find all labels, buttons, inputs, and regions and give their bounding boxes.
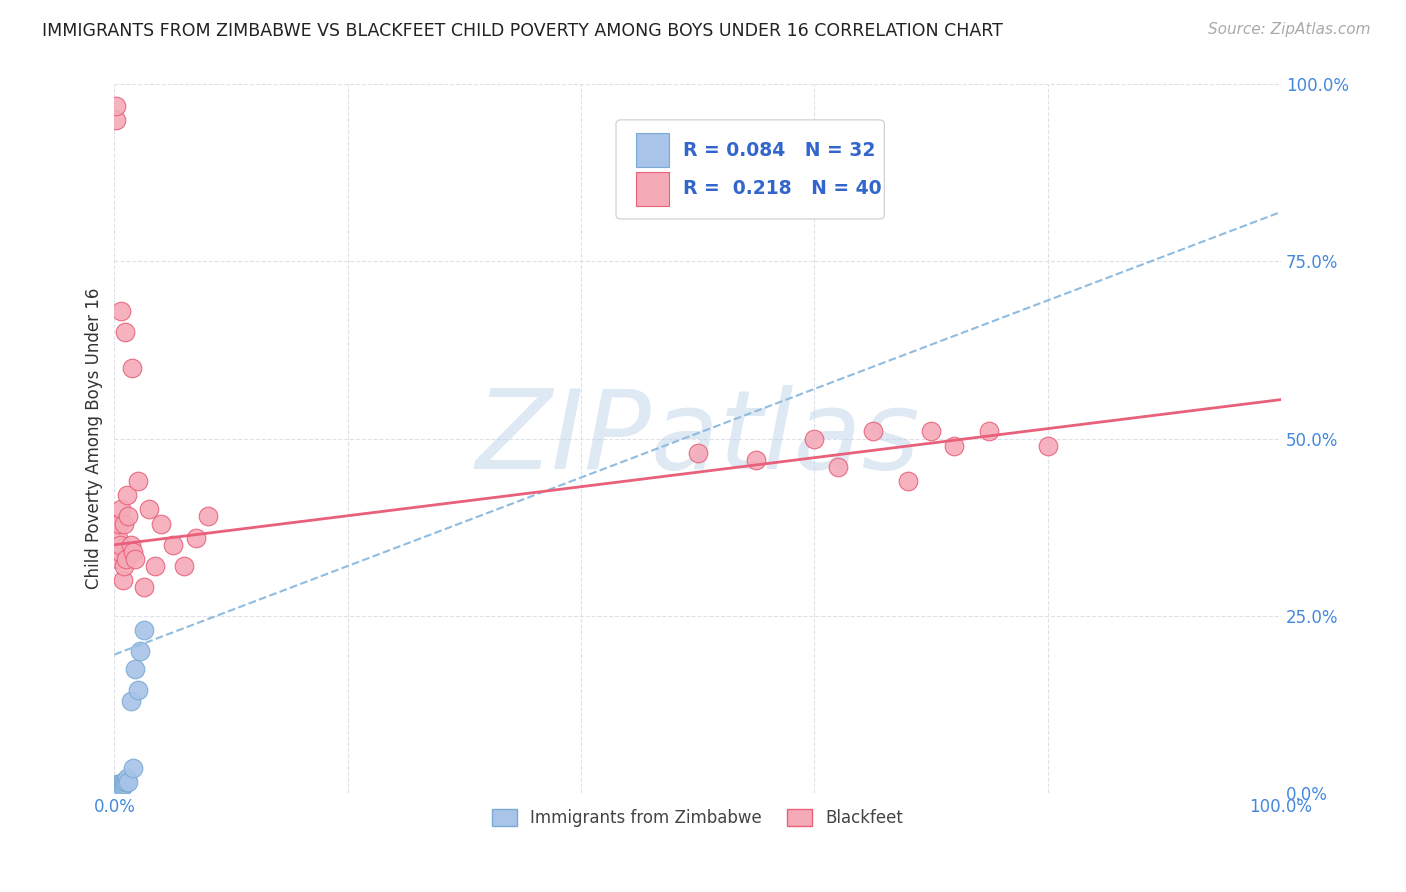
- Point: [107, 780, 129, 795]
- Point: [110, 545, 132, 559]
- Point: [803, 432, 825, 446]
- Point: [138, 502, 160, 516]
- Point: [115, 775, 138, 789]
- Point: [104, 779, 127, 793]
- Point: [108, 516, 131, 531]
- Point: [150, 516, 173, 531]
- Point: [110, 780, 132, 795]
- Point: [132, 580, 155, 594]
- Point: [112, 559, 135, 574]
- Point: [110, 780, 132, 794]
- Point: [105, 780, 128, 794]
- Point: [120, 693, 142, 707]
- Point: [827, 459, 849, 474]
- Point: [686, 446, 709, 460]
- Point: [104, 112, 127, 127]
- Point: [745, 452, 768, 467]
- Point: [110, 782, 132, 797]
- Point: [111, 775, 134, 789]
- Text: Source: ZipAtlas.com: Source: ZipAtlas.com: [1208, 22, 1371, 37]
- Point: [115, 552, 138, 566]
- Point: [173, 559, 195, 574]
- Point: [117, 509, 139, 524]
- Point: [107, 552, 129, 566]
- Point: [104, 98, 127, 112]
- Point: [121, 360, 143, 375]
- Point: [129, 644, 152, 658]
- Point: [920, 425, 942, 439]
- Y-axis label: Child Poverty Among Boys Under 16: Child Poverty Among Boys Under 16: [86, 288, 103, 590]
- Point: [143, 559, 166, 574]
- Point: [104, 780, 127, 794]
- Point: [112, 516, 135, 531]
- Point: [127, 683, 149, 698]
- Point: [110, 777, 132, 791]
- Point: [132, 623, 155, 637]
- Point: [124, 552, 146, 566]
- Point: [110, 538, 132, 552]
- Point: [111, 573, 134, 587]
- FancyBboxPatch shape: [636, 133, 668, 168]
- Point: [197, 509, 219, 524]
- Point: [862, 425, 884, 439]
- Point: [943, 439, 966, 453]
- Point: [111, 779, 134, 793]
- Point: [104, 782, 127, 797]
- Point: [105, 783, 128, 797]
- Point: [108, 779, 131, 793]
- Point: [108, 781, 131, 796]
- Point: [122, 761, 145, 775]
- Point: [112, 777, 135, 791]
- Point: [184, 531, 207, 545]
- Point: [122, 545, 145, 559]
- Legend: Immigrants from Zimbabwe, Blackfeet: Immigrants from Zimbabwe, Blackfeet: [485, 803, 910, 834]
- Point: [107, 779, 129, 793]
- Point: [110, 502, 132, 516]
- Point: [114, 775, 136, 789]
- Point: [104, 781, 127, 796]
- Point: [114, 326, 136, 340]
- Point: [117, 775, 139, 789]
- Text: R =  0.218   N = 40: R = 0.218 N = 40: [682, 179, 882, 198]
- Point: [105, 516, 128, 531]
- Text: R = 0.084   N = 32: R = 0.084 N = 32: [682, 141, 875, 160]
- Point: [105, 782, 128, 797]
- Point: [117, 488, 139, 502]
- Point: [104, 784, 127, 798]
- Text: IMMIGRANTS FROM ZIMBABWE VS BLACKFEET CHILD POVERTY AMONG BOYS UNDER 16 CORRELAT: IMMIGRANTS FROM ZIMBABWE VS BLACKFEET CH…: [42, 22, 1002, 40]
- Point: [107, 531, 129, 545]
- Point: [1036, 439, 1059, 453]
- Point: [120, 538, 142, 552]
- Point: [105, 777, 128, 791]
- Point: [162, 538, 184, 552]
- FancyBboxPatch shape: [616, 120, 884, 219]
- Point: [127, 474, 149, 488]
- Text: ZIPatlas: ZIPatlas: [475, 385, 920, 492]
- Point: [124, 662, 146, 676]
- Point: [110, 777, 132, 791]
- Point: [979, 425, 1001, 439]
- Point: [110, 304, 132, 318]
- Point: [107, 782, 129, 797]
- FancyBboxPatch shape: [636, 171, 668, 205]
- Point: [897, 474, 920, 488]
- Point: [117, 772, 139, 786]
